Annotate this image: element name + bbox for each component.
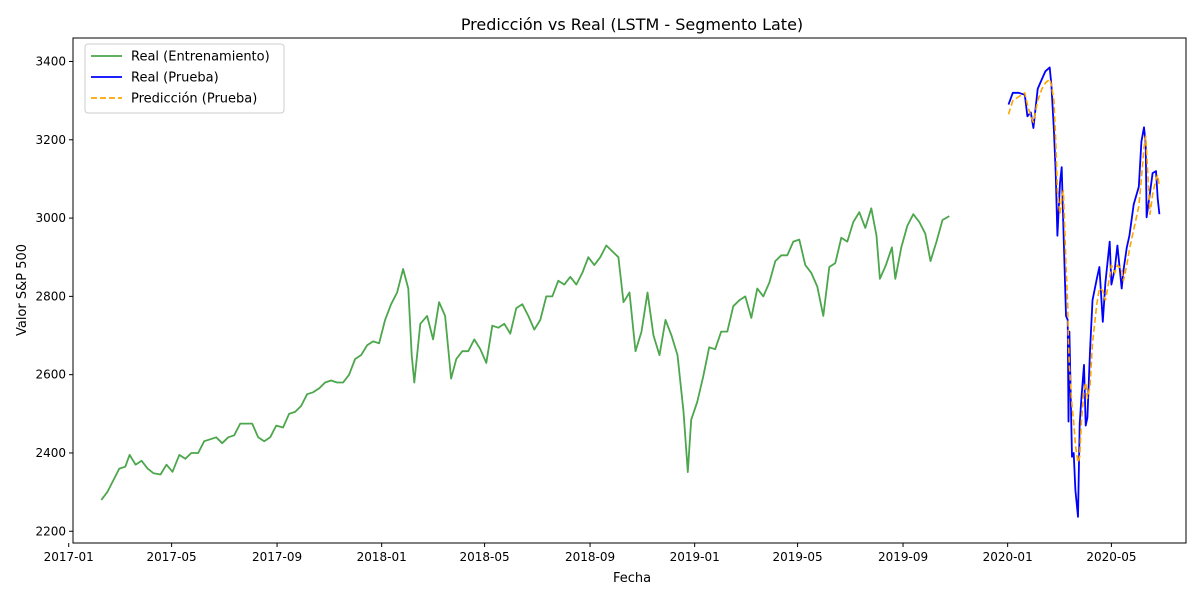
series-layer: [100, 66, 1161, 518]
x-tick-label: 2017-09: [252, 550, 302, 564]
y-tick-label: 2800: [35, 289, 66, 303]
y-axis-label: Valor S&P 500: [15, 244, 30, 336]
x-axis-label: Fecha: [613, 571, 651, 586]
x-tick-label: 2020-05: [1086, 550, 1136, 564]
x-tick-label: 2019-09: [878, 550, 928, 564]
x-tick-label: 2018-05: [460, 550, 510, 564]
legend-label: Predicción (Prueba): [131, 92, 257, 107]
y-tick-label: 3200: [35, 133, 66, 147]
x-axis: 2017-01 2017-05 2017-09 2018-01 2018-05 2018-…: [44, 543, 1136, 564]
chart-title: Predicción vs Real (LSTM - Segmento Late…: [461, 15, 803, 34]
x-tick-label: 2018-01: [357, 550, 407, 564]
x-tick-label: 2017-05: [147, 550, 197, 564]
legend-label: Real (Prueba): [131, 71, 219, 86]
y-tick-label: 2600: [35, 368, 66, 382]
series-line-3: [1007, 78, 1161, 464]
y-tick-label: 3000: [35, 211, 66, 225]
x-tick-label: 2020-01: [983, 550, 1033, 564]
x-tick-label: 2019-01: [670, 550, 720, 564]
legend-label: Real (Entrenamiento): [131, 50, 270, 65]
y-tick-label: 2200: [35, 524, 66, 538]
y-tick-label: 3400: [35, 54, 66, 68]
x-tick-label: 2019-05: [772, 550, 822, 564]
x-tick-label: 2018-09: [565, 550, 615, 564]
series-line-2: [1007, 66, 1161, 518]
series-line-1: [100, 207, 950, 501]
y-tick-label: 2400: [35, 446, 66, 460]
y-axis: 2200 2400 2600 2800 3000 3200 3400: [35, 54, 73, 538]
plot-frame: [72, 37, 1187, 544]
x-tick-label: 2017-01: [44, 550, 94, 564]
legend-box: [84, 43, 285, 114]
legend: Real (Entrenamiento) Real (Prueba) Predicc…: [84, 43, 285, 114]
